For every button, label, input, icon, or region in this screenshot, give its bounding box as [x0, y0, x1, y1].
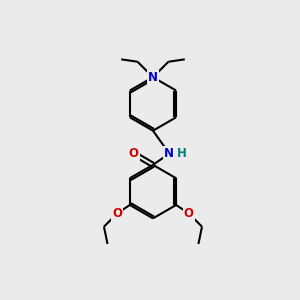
Text: O: O: [184, 207, 194, 220]
Text: H: H: [177, 147, 187, 160]
Text: N: N: [164, 147, 174, 160]
Text: N: N: [148, 71, 158, 84]
Text: O: O: [112, 207, 122, 220]
Text: O: O: [129, 147, 139, 160]
